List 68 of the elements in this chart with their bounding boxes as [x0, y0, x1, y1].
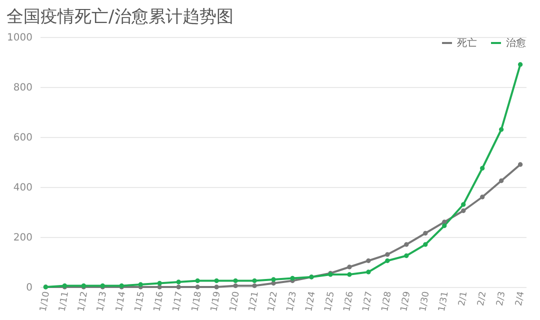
x-tick-label: 1/28	[380, 290, 394, 312]
point	[347, 264, 352, 270]
x-tick-label: 1/31	[437, 290, 451, 312]
x-tick-label: 1/10	[38, 290, 52, 312]
x-tick-label: 1/14	[114, 290, 128, 312]
point	[233, 283, 238, 288]
x-tick-label: 2/4	[514, 290, 527, 307]
y-tick-label: 0	[26, 282, 32, 294]
point	[498, 178, 504, 184]
point	[518, 62, 523, 67]
point	[518, 162, 523, 167]
x-tick-label: 1/19	[210, 290, 224, 312]
point	[404, 253, 409, 258]
point	[423, 230, 428, 236]
x-tick-label: 1/26	[342, 290, 356, 312]
y-tick-label: 1000	[7, 32, 32, 44]
chart-title: 全国疫情死亡/治愈累计趋势图	[6, 7, 234, 27]
point	[176, 280, 181, 284]
point	[480, 194, 485, 200]
point	[442, 223, 447, 228]
point	[157, 280, 162, 286]
point	[366, 270, 371, 274]
x-tick-label: 1/30	[418, 290, 432, 312]
point	[195, 284, 200, 290]
point	[271, 277, 276, 282]
point	[498, 127, 504, 132]
point	[423, 242, 428, 247]
x-tick-label: 1/11	[58, 290, 72, 312]
x-tick-label: 2/1	[457, 290, 470, 307]
y-tick-label: 200	[13, 232, 32, 244]
legend-label: 治愈	[506, 37, 526, 49]
legend-label: 死亡	[457, 37, 477, 49]
x-tick-label: 1/16	[152, 290, 166, 312]
x-tick-label: 1/12	[76, 290, 90, 312]
y-tick-label: 600	[13, 132, 32, 144]
point	[461, 202, 466, 207]
point	[195, 278, 200, 284]
x-tick-label: 1/29	[399, 290, 413, 312]
y-tick-label: 400	[13, 182, 32, 194]
x-tick-label: 1/27	[361, 290, 375, 312]
x-tick-label: 1/20	[228, 290, 242, 312]
point	[252, 283, 257, 288]
point	[385, 252, 390, 257]
x-tick-label: 1/15	[134, 290, 148, 312]
point	[366, 258, 371, 264]
point	[233, 278, 238, 284]
x-tick-label: 1/25	[324, 290, 337, 312]
point	[214, 278, 219, 284]
x-tick-label: 2/3	[495, 290, 508, 307]
x-tick-label: 2/2	[476, 290, 489, 307]
y-tick-label: 800	[13, 82, 32, 94]
point	[214, 284, 219, 290]
point	[385, 258, 390, 264]
x-tick-label: 1/22	[266, 290, 280, 312]
point	[404, 242, 409, 247]
x-tick-label: 1/24	[304, 290, 318, 312]
x-tick-label: 1/18	[190, 290, 204, 312]
x-tick-label: 1/23	[286, 290, 299, 312]
point	[480, 166, 485, 171]
point	[461, 208, 466, 214]
x-tick-label: 1/21	[248, 290, 261, 312]
x-tick-label: 1/17	[172, 290, 185, 312]
x-tick-label: 1/13	[96, 290, 110, 312]
point	[252, 278, 257, 284]
point	[138, 282, 143, 287]
point	[290, 276, 295, 281]
point	[176, 284, 181, 290]
point	[347, 272, 352, 277]
